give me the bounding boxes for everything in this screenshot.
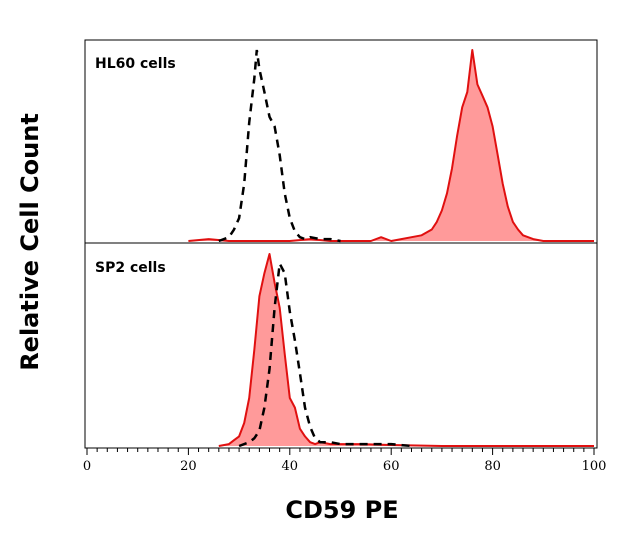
stained-histogram-line (218, 253, 594, 447)
control-histogram-line (218, 49, 341, 243)
stained-histogram-fill (188, 50, 594, 241)
panel-1 (188, 49, 594, 243)
y-axis-title: Relative Cell Count (16, 113, 44, 371)
x-tick-label: 60 (383, 459, 400, 474)
x-tick-label: 0 (83, 459, 91, 474)
panel-label-sp2: SP2 cells (95, 260, 166, 276)
panel-2 (218, 253, 595, 448)
panels-layer (188, 49, 595, 448)
x-axis-title: CD59 PE (285, 496, 398, 524)
x-tick-label: 80 (484, 459, 501, 474)
x-tick-label: 100 (582, 459, 607, 474)
x-axis-ticks: 0 20 40 60 80 100 (83, 448, 607, 474)
stained-histogram-line (188, 49, 594, 242)
plot-frame (84, 39, 598, 449)
x-tick-label: 20 (180, 459, 197, 474)
x-tick-label: 40 (282, 459, 299, 474)
stained-histogram-fill (218, 254, 595, 446)
panel-label-hl60: HL60 cells (95, 56, 176, 72)
control-histogram-line (238, 259, 412, 448)
